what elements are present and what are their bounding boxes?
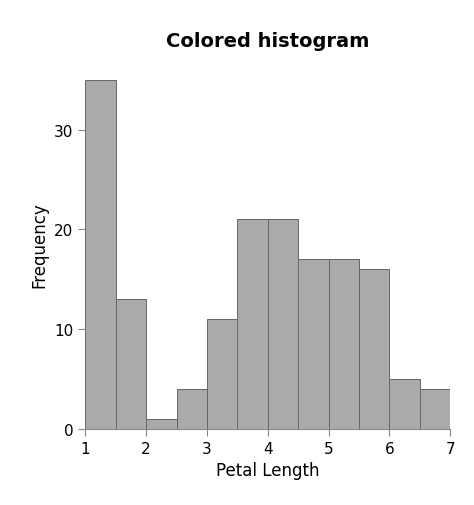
Bar [207,320,237,429]
Y-axis label: Frequency: Frequency [31,202,48,288]
Bar [420,389,450,429]
Bar [85,80,116,429]
Bar [328,260,359,429]
Bar [268,220,298,429]
Title: Colored histogram: Colored histogram [166,32,370,50]
X-axis label: Petal Length: Petal Length [216,462,319,480]
Bar [237,220,268,429]
Bar [146,419,176,429]
Bar [390,379,420,429]
Bar [116,300,146,429]
Bar [176,389,207,429]
Bar [359,270,390,429]
Bar [298,260,328,429]
